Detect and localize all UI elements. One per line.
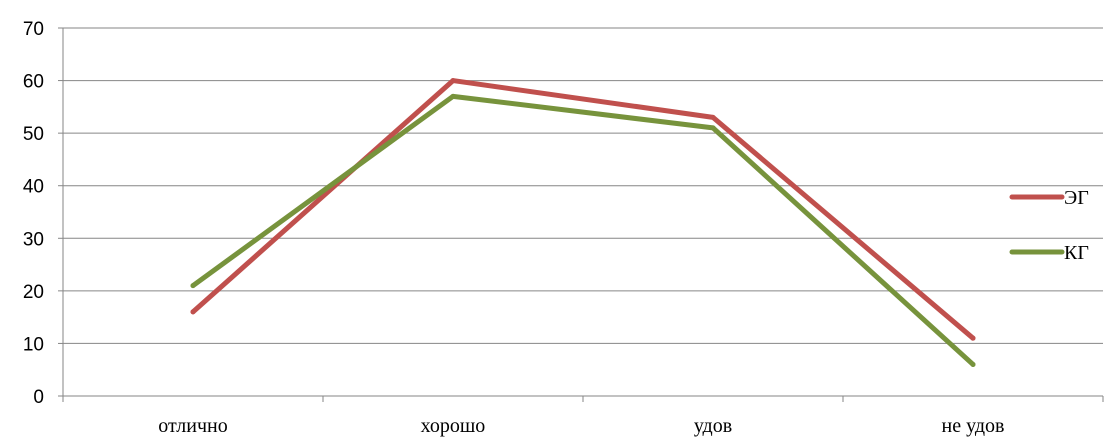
y-tick-label-30: 30 <box>23 229 44 250</box>
y-tick-label-70: 70 <box>23 19 44 40</box>
x-tick-label-3: не удов <box>942 415 1005 437</box>
legend-label-1: КГ <box>1064 242 1089 264</box>
series-1-point-0 <box>190 283 196 289</box>
series-lines <box>190 78 976 367</box>
y-tick-label-0: 0 <box>33 387 44 408</box>
y-tick-label-40: 40 <box>23 177 44 198</box>
y-tick-label-20: 20 <box>23 282 44 303</box>
series-0-point-2 <box>710 114 716 120</box>
series-0-point-0 <box>190 309 196 315</box>
series-1-point-2 <box>710 125 716 131</box>
y-tick-label-10: 10 <box>23 334 44 355</box>
series-1-point-3 <box>970 361 976 367</box>
y-axis-ticks: 0 10 20 30 40 50 60 70 <box>23 19 44 408</box>
series-0-point-3 <box>970 335 976 341</box>
x-tick-label-0: отлично <box>158 415 227 437</box>
x-axis-ticks: отлично хорошо удов не удов <box>158 415 1004 437</box>
y-tick-label-60: 60 <box>23 72 44 93</box>
x-tick-label-2: удов <box>694 415 732 437</box>
series-line-0 <box>190 78 976 341</box>
series-0-point-1 <box>450 78 456 84</box>
series-1-point-1 <box>450 93 456 99</box>
y-tick-label-50: 50 <box>23 124 44 145</box>
series-line-1 <box>190 93 976 367</box>
legend-label-0: ЭГ <box>1064 187 1089 209</box>
gridlines <box>63 27 1103 344</box>
axes <box>58 27 1104 402</box>
legend: ЭГ КГ <box>1009 187 1089 264</box>
x-tick-label-1: хорошо <box>421 415 486 437</box>
